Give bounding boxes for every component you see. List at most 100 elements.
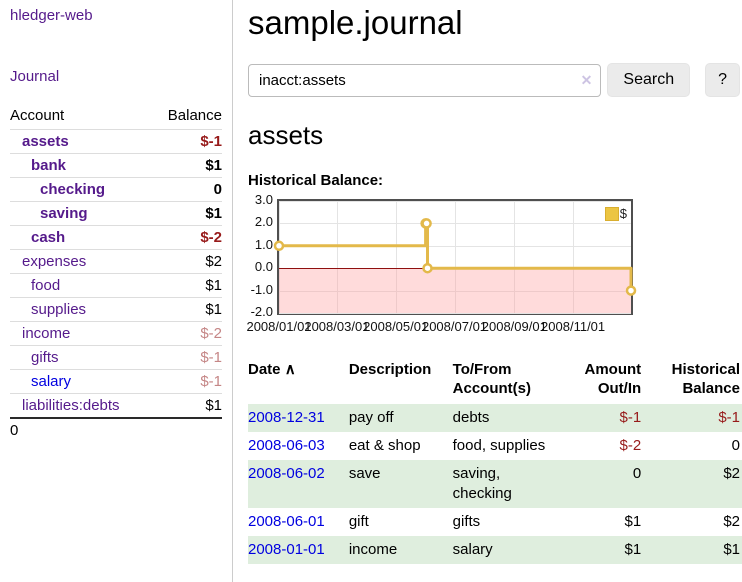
transaction-amount: $-2 <box>619 437 642 454</box>
account-balance: $-1 <box>200 349 222 366</box>
accounts-header-account: Account <box>10 107 65 124</box>
account-link-expenses[interactable]: expenses <box>22 253 87 270</box>
search-button[interactable]: Search <box>607 63 691 97</box>
account-row: liabilities:debts $1 <box>10 393 222 417</box>
register-row[interactable]: 2008-06-02 save saving, checking 0 $2 <box>248 460 742 508</box>
account-row: assets $-1 <box>10 129 222 153</box>
transaction-balance: $2 <box>723 465 740 482</box>
transaction-amount: $1 <box>624 513 642 530</box>
account-link-checking[interactable]: checking <box>40 181 106 198</box>
gridline-horizontal <box>279 313 631 314</box>
account-row: gifts $-1 <box>10 345 222 369</box>
negative-region <box>279 268 631 313</box>
transaction-balance: $-1 <box>718 409 740 426</box>
register-row[interactable]: 2008-06-03 eat & shop food, supplies $-2… <box>248 432 742 460</box>
transaction-balance: $1 <box>723 541 740 558</box>
account-row: cash $-2 <box>10 225 222 249</box>
search-input[interactable] <box>248 63 602 97</box>
data-point-marker <box>421 218 432 229</box>
x-tick-label: 2008/11/01 <box>541 319 606 334</box>
account-balance: $1 <box>205 205 222 222</box>
transaction-date-link[interactable]: 2008-06-03 <box>248 437 325 454</box>
transaction-balance: $2 <box>723 513 740 530</box>
register-table: Date ∧ Description To/From Account(s) Am… <box>248 360 742 564</box>
transaction-accounts: food, supplies <box>452 437 546 454</box>
gridline-horizontal <box>279 290 631 292</box>
data-point-marker <box>273 240 285 252</box>
chart-legend: $ <box>604 206 627 221</box>
y-tick-label: -2.0 <box>250 304 273 319</box>
search-form: ✕ Search ? <box>248 63 740 97</box>
account-link-salary[interactable]: salary <box>31 373 72 390</box>
data-point-marker <box>422 262 433 274</box>
page-title: sample.journal <box>248 4 463 41</box>
account-link-cash[interactable]: cash <box>31 229 66 246</box>
register-header-row: Date ∧ Description To/From Account(s) Am… <box>248 360 742 404</box>
transaction-date-link[interactable]: 2008-06-01 <box>248 513 325 530</box>
chart-y-axis: 3.0 2.0 1.0 0.0 -1.0 -2.0 <box>248 192 273 319</box>
accounts-header-balance: Balance <box>167 107 222 124</box>
account-link-bank[interactable]: bank <box>31 157 67 174</box>
legend-label: $ <box>619 206 627 221</box>
account-link-saving[interactable]: saving <box>40 205 88 222</box>
account-link-income[interactable]: income <box>22 325 71 342</box>
data-point-marker <box>625 285 637 296</box>
transaction-amount: $1 <box>624 541 642 558</box>
gridline-horizontal <box>279 223 631 225</box>
account-row: food $1 <box>10 273 222 297</box>
account-row: salary $-1 <box>10 369 222 393</box>
account-balance: $-1 <box>200 373 222 390</box>
transaction-accounts: gifts <box>452 513 481 530</box>
main-content: sample.journal ✕ Search ? assets Histori… <box>234 0 742 582</box>
chart-x-axis: 2008/01/01 2008/03/01 2008/05/01 2008/07/01… <box>246 319 631 335</box>
gridline-vertical <box>395 201 397 313</box>
gridline-vertical <box>279 201 280 313</box>
sort-ascending-icon: ∧ <box>284 361 296 378</box>
sidebar-item-journal[interactable]: Journal <box>10 68 60 85</box>
register-row[interactable]: 2008-12-31 pay off debts $-1 $-1 <box>248 404 742 432</box>
transaction-date-link[interactable]: 2008-12-31 <box>248 409 325 426</box>
account-balance: $1 <box>205 397 222 414</box>
gridline-vertical <box>336 201 338 313</box>
gridline-vertical <box>514 201 516 313</box>
register-row[interactable]: 2008-06-01 gift gifts $1 $2 <box>248 508 742 536</box>
account-balance: $1 <box>205 277 222 294</box>
accounts-table: Account Balance assets $-1 bank $1 check… <box>10 105 222 442</box>
register-header-description: Description <box>348 361 432 378</box>
transaction-date-link[interactable]: 2008-06-02 <box>248 465 325 482</box>
brand-link[interactable]: hledger-web <box>10 7 93 24</box>
transaction-description: pay off <box>348 409 394 426</box>
clear-search-icon[interactable]: ✕ <box>580 71 593 88</box>
transaction-description: eat & shop <box>348 437 421 454</box>
x-tick-label: 2008/09/01 <box>481 319 547 334</box>
account-link-supplies[interactable]: supplies <box>31 301 87 318</box>
account-balance: $1 <box>205 157 222 174</box>
account-row: expenses $2 <box>10 249 222 273</box>
account-link-liabilities-debts[interactable]: liabilities:debts <box>22 397 120 414</box>
help-button[interactable]: ? <box>705 63 740 97</box>
register-row[interactable]: 2008-01-01 income salary $1 $1 <box>248 536 742 564</box>
transaction-amount: $-1 <box>619 409 642 426</box>
x-tick-label: 2008/01/01 <box>246 319 312 334</box>
transaction-description: save <box>348 465 381 482</box>
account-link-gifts[interactable]: gifts <box>31 349 59 366</box>
transaction-date-link[interactable]: 2008-01-01 <box>248 541 325 558</box>
y-tick-label: 3.0 <box>254 192 273 207</box>
register-header-amount: Amount Out/In <box>584 361 642 397</box>
register-header-accounts: To/From Account(s) <box>452 361 531 397</box>
gridline-horizontal <box>279 245 631 247</box>
account-balance: $2 <box>205 253 222 270</box>
x-tick-label: 2008/03/01 <box>304 319 370 334</box>
historical-balance-chart: 3.0 2.0 1.0 0.0 -1.0 -2.0 $ 2008/01/01 2008/03… <box>246 192 740 335</box>
accounts-total-value: 0 <box>10 422 19 439</box>
account-link-assets[interactable]: assets <box>22 133 69 150</box>
account-row: bank $1 <box>10 153 222 177</box>
y-tick-label: 0.0 <box>254 259 273 275</box>
transaction-accounts: salary <box>452 541 493 558</box>
account-link-food[interactable]: food <box>31 277 61 294</box>
account-balance: 0 <box>213 181 222 198</box>
search-input-wrap: ✕ <box>248 63 602 97</box>
y-tick-label: -1.0 <box>250 281 273 297</box>
transaction-amount: 0 <box>632 465 642 482</box>
register-header-date[interactable]: Date ∧ <box>248 360 349 404</box>
